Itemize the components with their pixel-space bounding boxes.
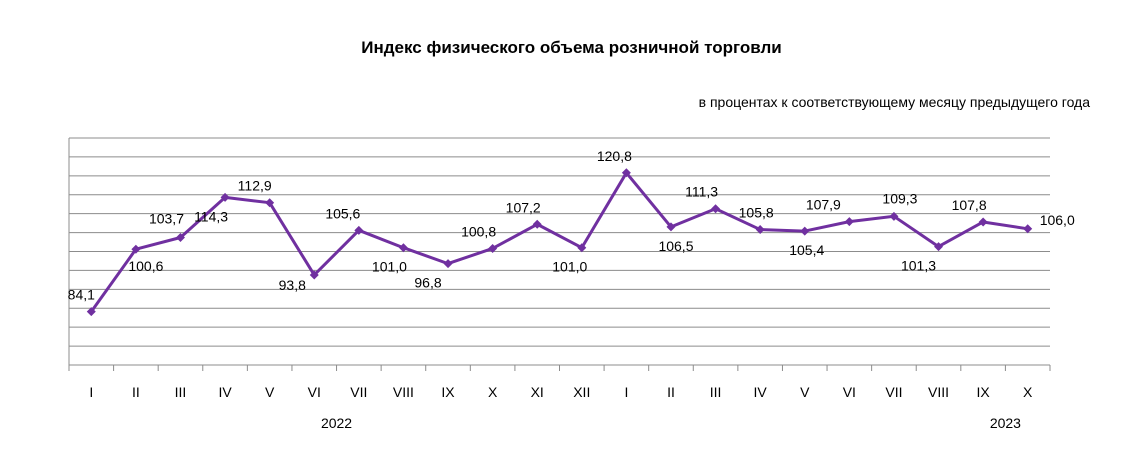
x-tick-label: II: [132, 384, 140, 400]
data-label: 106,5: [658, 238, 693, 254]
data-label: 105,8: [739, 205, 774, 221]
x-tick-label: I: [624, 384, 628, 400]
data-label: 107,9: [806, 197, 841, 213]
data-point: [666, 222, 676, 232]
data-point: [800, 226, 810, 236]
data-label: 109,3: [882, 190, 917, 206]
data-label: 100,6: [128, 258, 163, 274]
x-tick-label: III: [710, 384, 722, 400]
x-tick-label: IX: [441, 384, 455, 400]
data-point: [443, 259, 453, 269]
x-tick-label: X: [1023, 384, 1033, 400]
data-label: 111,3: [685, 184, 718, 200]
data-label: 106,0: [1040, 212, 1075, 228]
data-point: [86, 307, 96, 317]
data-point: [532, 219, 542, 229]
data-label: 101,0: [372, 259, 407, 275]
data-label: 93,8: [279, 277, 306, 293]
data-label: 103,7: [149, 211, 184, 227]
data-label: 101,0: [552, 259, 587, 275]
x-tick-label: II: [667, 384, 675, 400]
data-label: 107,8: [952, 197, 987, 213]
data-point: [488, 243, 498, 253]
x-tick-label: VIII: [393, 384, 414, 400]
x-tick-label: III: [175, 384, 187, 400]
data-point: [1023, 224, 1033, 234]
x-tick-label: VIII: [928, 384, 949, 400]
data-point: [131, 244, 141, 254]
x-tick-label: VI: [843, 384, 856, 400]
x-tick-label: V: [800, 384, 810, 400]
data-label: 105,4: [789, 242, 824, 258]
x-tick-label: IV: [754, 384, 768, 400]
data-label: 114,3: [194, 208, 228, 224]
x-tick-label: XII: [573, 384, 590, 400]
data-label: 107,2: [506, 199, 541, 215]
data-label: 96,8: [414, 275, 441, 291]
data-point: [354, 225, 364, 235]
series-line: [90, 171, 1028, 313]
data-point: [844, 217, 854, 227]
year-label: 2023: [990, 415, 1021, 431]
data-label: 84,1: [68, 287, 95, 303]
x-tick-label: IV: [218, 384, 232, 400]
x-tick-label: X: [488, 384, 498, 400]
data-label: 100,8: [461, 223, 496, 239]
data-point: [220, 192, 230, 202]
chart-title: Индекс физического объема розничной торг…: [361, 38, 782, 57]
data-point: [755, 225, 765, 235]
data-point: [398, 243, 408, 253]
data-point: [577, 243, 587, 253]
chart-subtitle: в процентах к соответствующему месяцу пр…: [698, 94, 1090, 110]
data-point: [265, 198, 275, 208]
data-point: [309, 270, 319, 280]
data-point: [175, 233, 185, 243]
data-label: 120,8: [597, 148, 632, 164]
data-point: [711, 204, 721, 214]
data-label: 101,3: [901, 258, 936, 274]
x-tick-label: VII: [885, 384, 902, 400]
x-tick-label: VII: [350, 384, 367, 400]
x-tick-label: XI: [531, 384, 544, 400]
data-label: 105,6: [325, 205, 360, 221]
data-point: [934, 242, 944, 252]
data-point: [889, 211, 899, 221]
data-point: [621, 168, 631, 178]
data-point: [978, 217, 988, 227]
x-tick-label: V: [265, 384, 275, 400]
x-tick-label: I: [89, 384, 93, 400]
data-label: 112,9: [238, 178, 272, 194]
x-tick-label: IX: [976, 384, 990, 400]
year-label: 2022: [321, 415, 352, 431]
x-tick-label: VI: [308, 384, 321, 400]
